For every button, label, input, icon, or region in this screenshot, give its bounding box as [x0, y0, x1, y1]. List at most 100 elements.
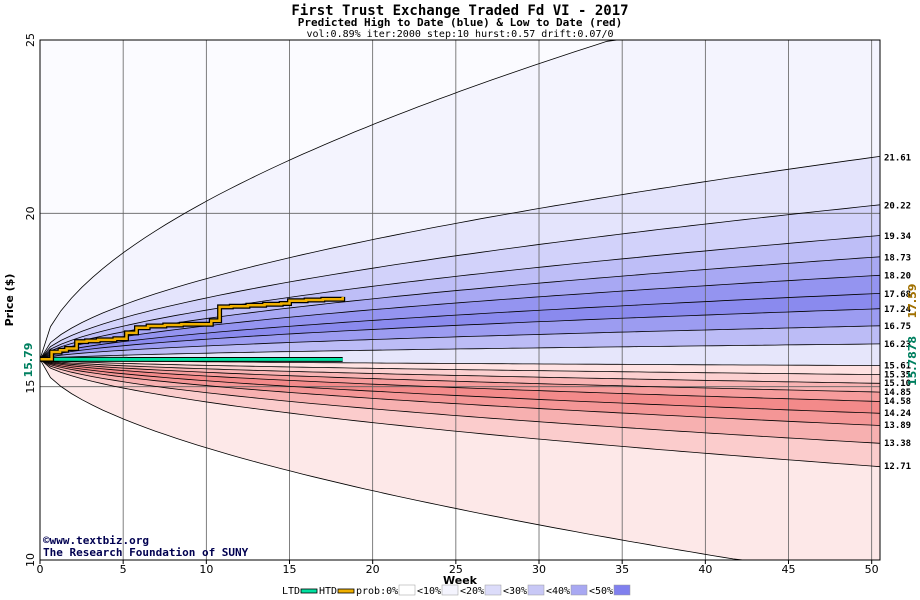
- chart-params: vol:0.89% iter:2000 step:10 hurst:0.57 d…: [306, 29, 613, 40]
- y-tick-label: 20: [24, 206, 37, 220]
- legend-swatch: [300, 588, 318, 594]
- probability-band: [40, 275, 880, 360]
- probability-band: [40, 359, 880, 560]
- chart-title: First Trust Exchange Traded Fd VI - 2017: [291, 3, 628, 19]
- end-value-labels: 21.61 20.22 19.34 18.73 18.20 17.68 17.24 16.75…: [884, 154, 912, 473]
- end-value-label: 17.68: [884, 290, 911, 300]
- watermark-url: ©www.textbiz.org: [43, 534, 149, 547]
- end-value-label: 20.22: [884, 202, 911, 212]
- percentile-curve: [39, 274, 881, 360]
- probability-band: [40, 359, 880, 444]
- percentile-curve: [39, 358, 881, 384]
- legend-swatch: [613, 584, 631, 596]
- percentile-curve: [39, 293, 881, 360]
- probability-band: [40, 308, 880, 360]
- legend-swatch: [527, 584, 545, 596]
- legend-label: LTD: [282, 586, 300, 597]
- end-value-label: 19.34: [884, 232, 912, 242]
- percentile-curve: [39, 358, 881, 393]
- probability-band: [40, 256, 880, 360]
- ltd-current-label: 15.7878: [906, 336, 919, 386]
- probability-band: [40, 204, 880, 360]
- legend-swatch: [398, 584, 416, 596]
- legend-label: <40%: [546, 586, 570, 597]
- legend-label: <30%: [503, 586, 527, 597]
- percentile-curve: [39, 358, 881, 402]
- watermark-org: The Research Foundation of SUNY: [43, 546, 249, 559]
- chart-subtitle: Predicted High to Date (blue) & Low to D…: [298, 16, 623, 29]
- end-value-label: 18.20: [884, 272, 911, 282]
- x-tick-label: 0: [37, 563, 44, 576]
- x-axis-ticks: 0 5 10 15 20 25 30 35 40 45 50: [37, 560, 879, 576]
- x-tick-label: 10: [199, 563, 213, 576]
- legend-swatch: [337, 588, 355, 594]
- data-series: [39, 296, 346, 362]
- percentile-curve: [39, 235, 881, 360]
- end-value-label: 16.75: [884, 322, 911, 332]
- end-value-label: 18.73: [884, 253, 911, 263]
- legend-label: HTD: [319, 586, 337, 597]
- legend-label: prob:0%: [356, 586, 398, 597]
- end-value-label: 15.10: [884, 379, 911, 389]
- x-tick-label: 5: [120, 563, 127, 576]
- plot-frame: [39, 39, 881, 561]
- end-value-label: 14.85: [884, 388, 911, 398]
- probability-band: [40, 359, 880, 375]
- percentile-curve: [39, 358, 881, 444]
- x-tick-label: 45: [782, 563, 796, 576]
- percentile-curve: [39, 156, 881, 360]
- y-tick-label: 10: [24, 553, 37, 567]
- legend-swatch: [570, 584, 588, 596]
- x-tick-label: 20: [366, 563, 380, 576]
- probability-band: [40, 40, 880, 360]
- end-value-label: 14.58: [884, 397, 911, 407]
- end-value-label: 21.61: [884, 154, 911, 164]
- end-value-label: 13.89: [884, 421, 911, 431]
- legend-label: <20%: [460, 586, 484, 597]
- x-axis-label: Week: [443, 574, 478, 587]
- probability-band: [40, 325, 880, 360]
- legend: LTD HTD prob:0% <10% <20% <30% <40% <50%: [282, 584, 631, 597]
- y-axis-label: Price ($): [3, 274, 16, 327]
- legend-label: <50%: [589, 586, 613, 597]
- percentile-curve: [39, 358, 881, 426]
- probability-bands: [40, 40, 880, 560]
- htd-line: [40, 296, 344, 361]
- legend-label: <10%: [417, 586, 441, 597]
- end-value-label: 17.24: [884, 305, 912, 315]
- end-value-label: 14.24: [884, 409, 912, 419]
- percentile-curve: [39, 325, 881, 360]
- probability-band: [40, 359, 880, 384]
- y-axis-ticks: 10 15 20 25: [24, 33, 37, 567]
- x-tick-label: 15: [283, 563, 297, 576]
- x-tick-label: 35: [615, 563, 629, 576]
- x-tick-label: 40: [698, 563, 712, 576]
- probability-band: [40, 359, 880, 402]
- end-value-label: 15.61: [884, 362, 911, 372]
- end-value-label: 15.35: [884, 371, 911, 381]
- end-value-label: 16.23: [884, 340, 911, 350]
- end-value-label: 13.38: [884, 439, 911, 449]
- legend-swatch: [441, 584, 459, 596]
- probability-band: [40, 359, 880, 426]
- x-tick-label: 25: [449, 563, 463, 576]
- start-value-label: 15.79: [22, 343, 35, 378]
- y-tick-label: 15: [24, 380, 37, 394]
- percentile-curve: [39, 343, 881, 360]
- percentile-curve: [39, 308, 881, 360]
- y-tick-label: 25: [24, 33, 37, 47]
- percentile-curve: [39, 358, 881, 414]
- legend-swatch: [484, 584, 502, 596]
- percentile-curve: [39, 358, 881, 468]
- htd-current-label: 17.59: [906, 284, 919, 319]
- probability-band: [40, 235, 880, 360]
- x-tick-label: 30: [532, 563, 546, 576]
- probability-band: [40, 293, 880, 360]
- percentile-curve: [39, 204, 881, 360]
- end-value-label: 12.71: [884, 462, 911, 472]
- probability-band: [40, 359, 880, 467]
- probability-band: [40, 359, 880, 560]
- probability-band: [40, 156, 880, 360]
- x-tick-label: 50: [865, 563, 879, 576]
